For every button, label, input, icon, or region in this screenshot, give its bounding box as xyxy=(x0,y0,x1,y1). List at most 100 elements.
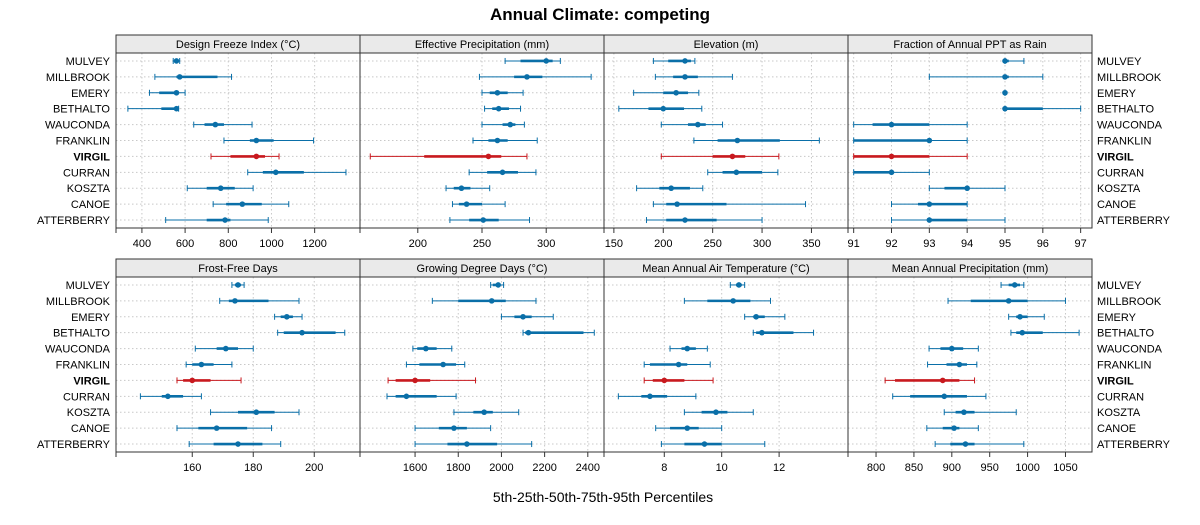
panel-8: Mean Annual Precipitation (mm) 800 850 900 9… xyxy=(847,258,1093,474)
interval-curran xyxy=(139,393,202,400)
x-tick-label: 200 xyxy=(409,238,427,250)
site-label-left: ATTERBERRY xyxy=(37,439,111,451)
median-point xyxy=(495,105,502,112)
median-point xyxy=(888,121,895,128)
site-label-left: FRANKLIN xyxy=(56,360,110,372)
median-point xyxy=(488,298,495,304)
median-point xyxy=(701,441,708,447)
site-label-left: CURRAN xyxy=(63,391,110,403)
panel-title: Effective Precipitation (mm) xyxy=(415,39,549,51)
median-point xyxy=(1017,313,1023,320)
x-tick-label: 2000 xyxy=(489,462,513,474)
median-point xyxy=(480,217,487,223)
site-label-left: EMERY xyxy=(71,312,111,324)
x-tick-label: 97 xyxy=(1075,238,1087,250)
site-label-left: BETHALTO xyxy=(53,104,110,116)
median-point xyxy=(888,169,895,176)
x-tick-label: 180 xyxy=(244,462,262,474)
interval-franklin xyxy=(927,361,978,368)
interval-virgil xyxy=(176,377,242,384)
interval-mulvey xyxy=(729,281,746,288)
interval-franklin xyxy=(185,361,233,368)
median-point xyxy=(759,329,765,336)
site-label-left: MULVEY xyxy=(66,280,111,292)
median-point xyxy=(403,393,410,400)
site-label-right: CANOE xyxy=(1097,199,1136,211)
interval-bethalto xyxy=(752,329,815,336)
interval-millbrook xyxy=(219,297,300,304)
median-point xyxy=(235,282,241,288)
x-tick-label: 1000 xyxy=(1015,462,1039,474)
interval-virgil xyxy=(369,153,528,160)
interval-wauconda xyxy=(853,121,968,128)
interval-virgil xyxy=(387,377,477,384)
median-point xyxy=(964,185,970,192)
interval-canoe xyxy=(414,425,492,432)
site-label-right: ATTERBERRY xyxy=(1097,439,1171,451)
x-tick-label: 1000 xyxy=(259,238,283,250)
site-labels-row-2: MULVEY MULVEY MILLBROOK MILLBROOK EMERY EMERY… xyxy=(37,280,1171,451)
x-tick-label: 350 xyxy=(802,238,820,250)
median-point xyxy=(412,377,418,384)
site-label-left: MILLBROOK xyxy=(46,296,111,308)
interval-mulvey xyxy=(490,281,505,288)
site-label-right: MILLBROOK xyxy=(1097,72,1162,84)
x-tick-label: 200 xyxy=(305,462,323,474)
interval-emery xyxy=(633,89,700,96)
panel-6: Growing Degree Days (°C) 1600 1800 2000 2200… xyxy=(359,258,605,474)
panel-title: Design Freeze Index (°C) xyxy=(176,39,300,51)
site-label-left: KOSZTA xyxy=(67,183,111,195)
site-label-left: VIRGIL xyxy=(73,375,110,387)
x-tick-label: 900 xyxy=(943,462,961,474)
panel-frame xyxy=(847,52,1093,229)
interval-curran xyxy=(617,393,697,400)
median-point xyxy=(753,313,759,320)
median-point xyxy=(440,361,446,368)
median-point xyxy=(235,441,241,447)
interval-koszta xyxy=(928,185,1006,192)
median-point xyxy=(682,217,688,223)
interval-franklin xyxy=(405,361,466,368)
median-point xyxy=(198,361,205,368)
median-point xyxy=(222,217,228,223)
interval-atterberry xyxy=(188,441,282,448)
interval-franklin xyxy=(853,137,968,144)
x-tick-label: 94 xyxy=(961,238,973,250)
x-tick-label: 250 xyxy=(703,238,721,250)
site-label-left: KOSZTA xyxy=(67,407,111,419)
interval-millbrook xyxy=(683,297,771,304)
site-label-right: VIRGIL xyxy=(1097,375,1134,387)
interval-koszta xyxy=(453,409,520,416)
median-point xyxy=(1005,298,1012,304)
interval-canoe xyxy=(891,201,968,208)
x-tick-label: 93 xyxy=(923,238,935,250)
median-point xyxy=(733,169,740,176)
median-point xyxy=(464,441,470,447)
interval-mulvey xyxy=(504,57,561,64)
site-label-right: VIRGIL xyxy=(1097,151,1134,163)
median-point xyxy=(734,137,741,144)
median-point xyxy=(684,425,691,431)
interval-canoe xyxy=(212,201,290,208)
median-point xyxy=(173,89,180,96)
x-tick-label: 1050 xyxy=(1053,462,1077,474)
interval-atterberry xyxy=(645,217,763,224)
interval-bethalto xyxy=(1002,105,1082,112)
panel-title: Frost-Free Days xyxy=(198,263,278,275)
interval-koszta xyxy=(636,185,704,192)
site-label-left: VIRGIL xyxy=(73,151,110,163)
median-point xyxy=(661,377,668,384)
median-point xyxy=(494,137,501,144)
x-tick-label: 850 xyxy=(905,462,923,474)
interval-wauconda xyxy=(193,121,253,128)
interval-curran xyxy=(386,393,457,400)
median-point xyxy=(1002,74,1008,80)
site-label-right: KOSZTA xyxy=(1097,183,1141,195)
interval-virgil xyxy=(853,153,968,160)
x-tick-label: 800 xyxy=(867,462,885,474)
median-point xyxy=(494,89,501,96)
interval-franklin xyxy=(643,361,711,368)
median-point xyxy=(299,329,305,336)
x-tick-label: 800 xyxy=(219,238,237,250)
